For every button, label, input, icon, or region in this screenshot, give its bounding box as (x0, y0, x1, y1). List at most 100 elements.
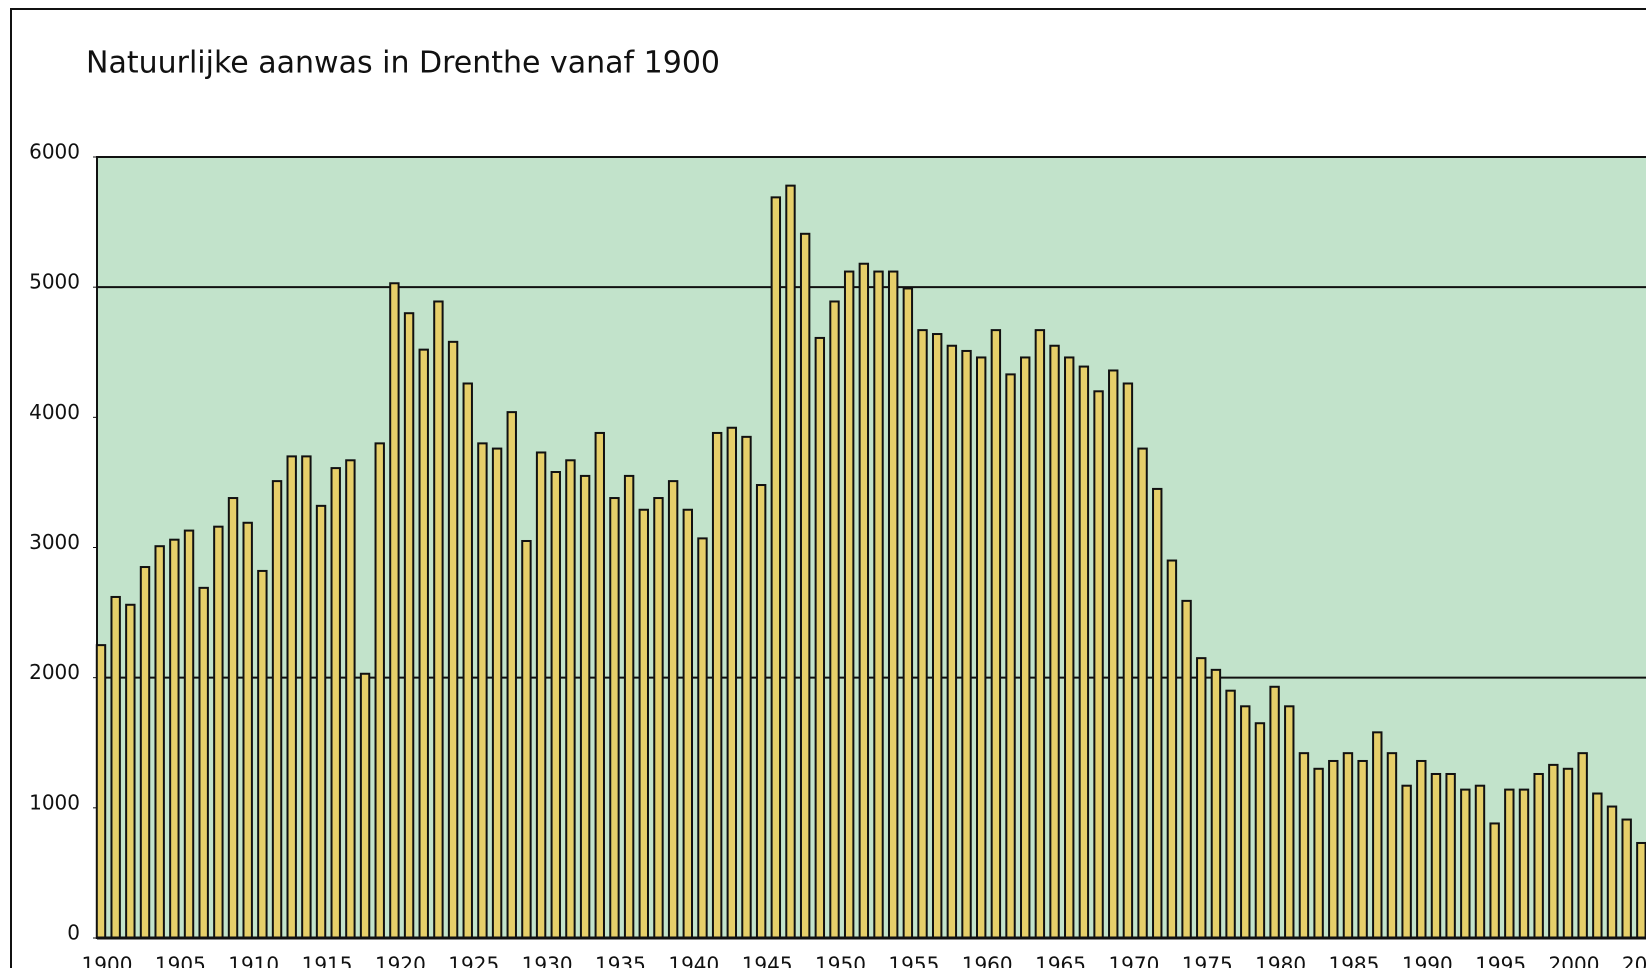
bar (976, 356, 987, 939)
x-tick-label: 1975 (1182, 953, 1233, 968)
bar (1225, 689, 1236, 940)
bar (535, 451, 547, 939)
bar (242, 521, 253, 939)
bar (565, 459, 576, 939)
x-tick-label: 1910 (228, 953, 279, 968)
bar (1636, 841, 1646, 939)
bar (1357, 759, 1368, 939)
bar (1049, 344, 1060, 940)
y-tick-label: 1000 (29, 790, 80, 814)
bar (1064, 356, 1075, 939)
bar (1489, 822, 1500, 939)
bar (917, 329, 928, 940)
bar (741, 435, 752, 939)
bar (1621, 818, 1632, 940)
chart-title: Natuurlijke aanwas in Drenthe vanaf 1900 (86, 46, 720, 81)
x-tick-label: 1970 (1108, 953, 1159, 968)
bar (609, 497, 620, 939)
bar (1562, 767, 1574, 939)
bar (697, 537, 708, 939)
bar (213, 525, 224, 939)
bar (990, 329, 1002, 940)
x-tick-label: 1925 (448, 953, 499, 968)
bar (462, 382, 473, 939)
bar (1020, 356, 1031, 939)
x-tick-label: 2005 (1622, 953, 1646, 968)
y-tick-label: 2000 (29, 660, 80, 684)
x-tick-label: 1950 (815, 953, 866, 968)
bar (1401, 784, 1412, 940)
bar (1152, 487, 1163, 939)
bar (1592, 792, 1603, 940)
x-tick-label: 1915 (302, 953, 353, 968)
x-tick-label: 1990 (1402, 953, 1453, 968)
bar (785, 184, 796, 940)
bar (1240, 705, 1251, 940)
bar (755, 484, 767, 939)
bar (1284, 705, 1295, 940)
bar (946, 344, 958, 940)
x-tick-label: 1920 (375, 953, 426, 968)
bar (389, 282, 400, 939)
bar (1313, 767, 1324, 939)
bar (1166, 559, 1178, 939)
bar (1196, 657, 1207, 939)
y-tick-label: 0 (67, 921, 80, 945)
bar (1518, 788, 1530, 939)
bar (843, 270, 855, 939)
y-tick-label: 3000 (29, 530, 80, 554)
bar (198, 586, 209, 940)
bar (330, 467, 341, 939)
bar (257, 569, 268, 939)
bar (345, 459, 356, 939)
bar (1328, 759, 1339, 939)
x-tick-label: 1960 (962, 953, 1013, 968)
bar (726, 426, 738, 939)
bar (1386, 752, 1398, 939)
bar (183, 529, 195, 939)
bar (623, 474, 635, 939)
x-tick-label: 1985 (1328, 953, 1379, 968)
x-tick-label: 2000 (1549, 953, 1600, 968)
x-tick-label: 1945 (742, 953, 793, 968)
x-tick-label: 1900 (82, 953, 133, 968)
bar (491, 447, 503, 939)
y-tick-label: 6000 (29, 140, 80, 164)
x-tick-label: 1995 (1475, 953, 1526, 968)
bar (1416, 759, 1427, 939)
bar (550, 471, 561, 939)
bar (139, 566, 151, 940)
bar (814, 336, 826, 940)
bar (521, 539, 532, 939)
x-tick-label: 1965 (1035, 953, 1086, 968)
bar (1430, 772, 1442, 939)
bar (829, 300, 840, 939)
bar (477, 442, 488, 939)
bar (1504, 788, 1515, 939)
bar (799, 232, 811, 939)
plot-area (96, 156, 1646, 939)
bar (506, 411, 517, 940)
bar (873, 270, 884, 939)
bar (359, 672, 371, 939)
x-tick-label: 1930 (522, 953, 573, 968)
x-tick-label: 1935 (595, 953, 646, 968)
bar (682, 508, 693, 939)
bar (374, 442, 385, 939)
bar (1372, 731, 1383, 939)
bar (1093, 390, 1104, 939)
bar (227, 497, 239, 939)
bar (1445, 772, 1456, 939)
x-tick-label: 1980 (1255, 953, 1306, 968)
bar (154, 545, 165, 939)
bar (1606, 805, 1618, 940)
bar (271, 480, 283, 939)
bar (1577, 752, 1588, 939)
bar (1005, 373, 1016, 939)
bar (638, 508, 649, 939)
bar (1034, 329, 1046, 940)
bar (667, 480, 679, 939)
bar (579, 474, 591, 939)
bar (961, 349, 972, 940)
